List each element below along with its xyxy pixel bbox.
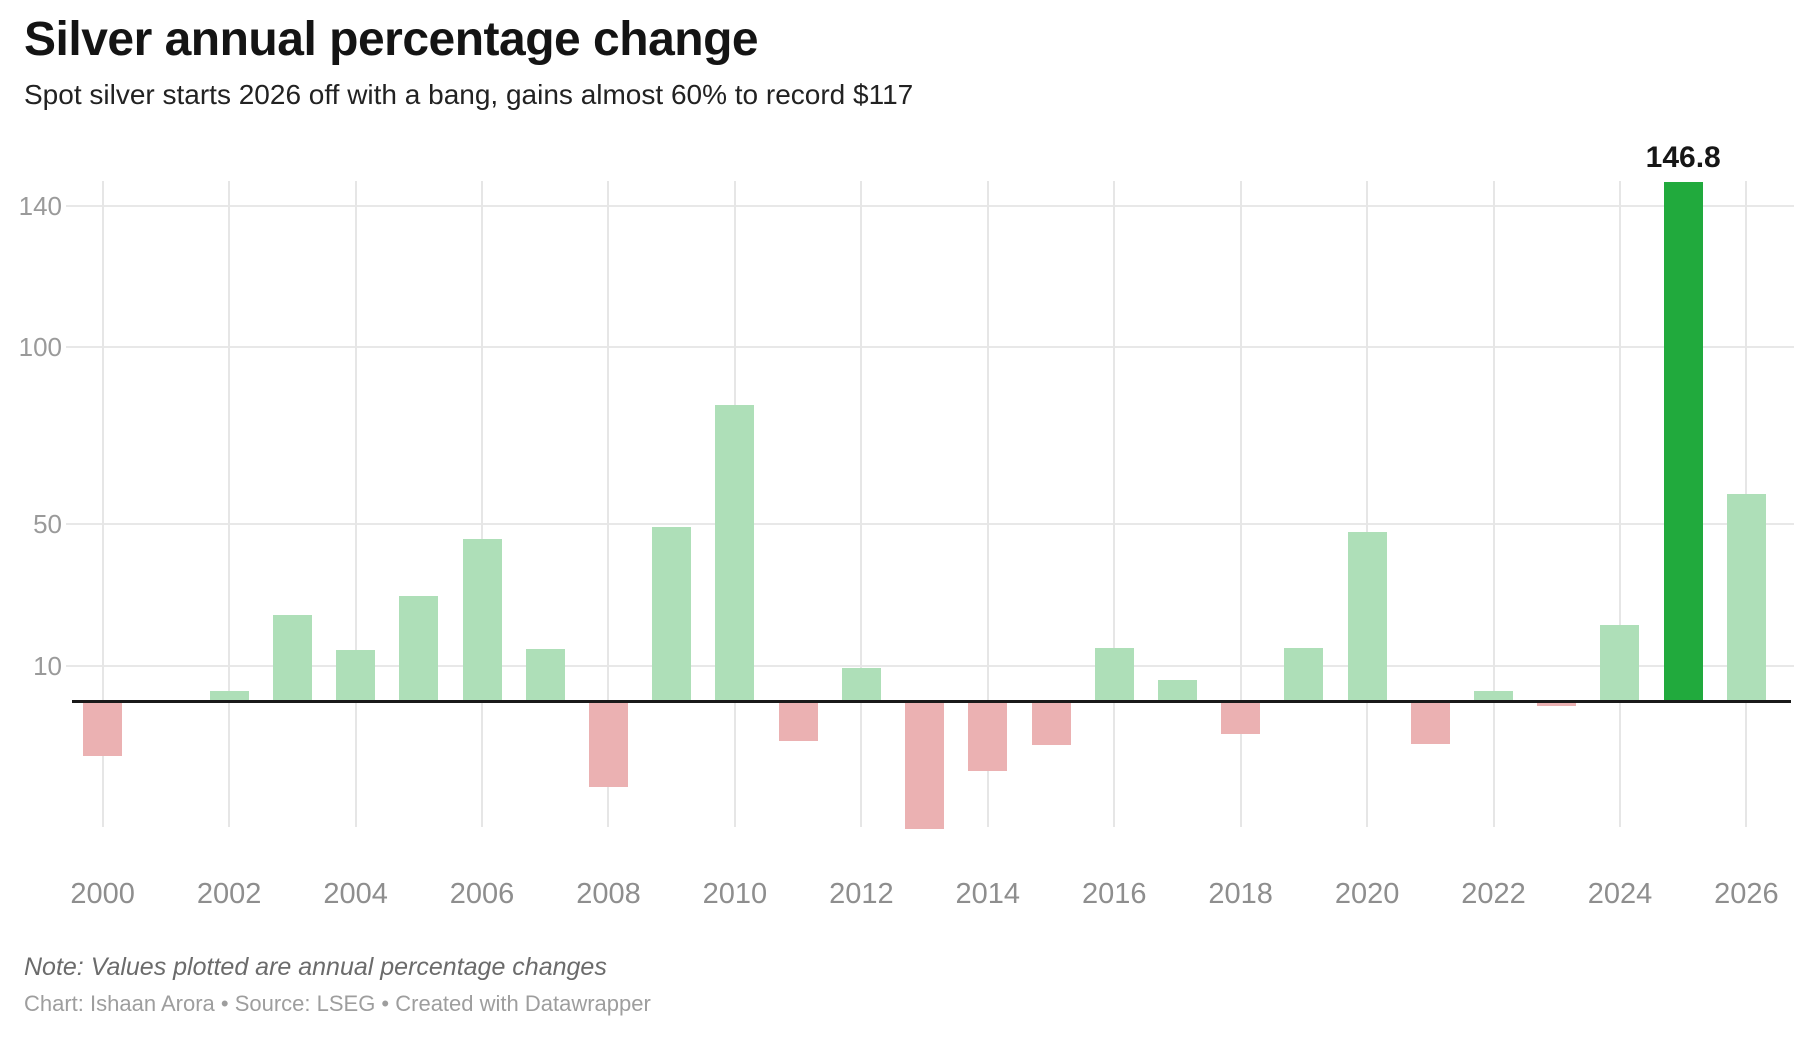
bar-2002[interactable]: [209, 690, 249, 701]
bar-2025[interactable]: [1663, 181, 1703, 701]
bar-2006[interactable]: [462, 539, 502, 701]
bar-2011[interactable]: [778, 702, 818, 741]
x-gridline-2008: [607, 181, 610, 827]
bar-2012[interactable]: [841, 668, 881, 701]
bar-2007[interactable]: [525, 649, 565, 701]
bar-2026[interactable]: [1726, 494, 1766, 701]
x-tick-label-2014: 2014: [955, 878, 1021, 910]
x-tick-label-2006: 2006: [449, 878, 515, 910]
bar-2019[interactable]: [1284, 647, 1324, 701]
bar-2021[interactable]: [1410, 702, 1450, 744]
x-gridline-2024: [1618, 181, 1621, 827]
x-tick-label-2016: 2016: [1081, 878, 1147, 910]
credits-line: Chart: Ishaan Arora • Source: LSEG • Cre…: [24, 991, 651, 1016]
bar-2008[interactable]: [588, 702, 628, 787]
x-tick-label-2018: 2018: [1208, 878, 1273, 910]
bar-2015[interactable]: [1031, 702, 1071, 745]
x-gridline-2004: [354, 181, 357, 827]
x-gridline-2020: [1366, 181, 1369, 827]
x-tick-label-2024: 2024: [1587, 878, 1653, 910]
y-tick-label-50: 50: [33, 509, 62, 540]
chart-subtitle: Spot silver starts 2026 off with a bang,…: [24, 79, 914, 110]
x-gridline-2022: [1492, 181, 1495, 827]
bar-2013[interactable]: [905, 702, 945, 830]
bar-2020[interactable]: [1347, 532, 1387, 701]
bar-2016[interactable]: [1094, 647, 1134, 701]
x-gridline-2000: [101, 181, 104, 827]
x-tick-label-2026: 2026: [1714, 878, 1779, 910]
x-gridline-2014: [986, 181, 989, 827]
bar-2018[interactable]: [1221, 702, 1261, 734]
x-tick-label-2022: 2022: [1461, 878, 1526, 910]
footnote: Note: Values plotted are annual percenta…: [24, 953, 607, 981]
x-gridline-2006: [481, 181, 484, 827]
y-gridline-50: [66, 523, 1794, 526]
x-tick-label-2012: 2012: [829, 878, 894, 910]
x-gridline-2018: [1239, 181, 1242, 827]
y-tick-label-10: 10: [33, 650, 62, 681]
bar-2000[interactable]: [83, 702, 123, 757]
x-gridline-2002: [228, 181, 231, 827]
bar-2024[interactable]: [1600, 624, 1640, 701]
x-tick-label-2020: 2020: [1334, 878, 1400, 910]
bar-2004[interactable]: [336, 650, 376, 701]
x-tick-label-2008: 2008: [576, 878, 641, 910]
bar-2022[interactable]: [1474, 691, 1514, 701]
value-label-2025: 146.8: [1645, 140, 1721, 174]
x-gridline-2016: [1113, 181, 1116, 827]
x-tick-label-2000: 2000: [70, 878, 135, 910]
zero-baseline: [72, 699, 1791, 703]
bar-2014[interactable]: [968, 702, 1008, 772]
y-gridline-140: [66, 204, 1794, 207]
bar-2009[interactable]: [652, 527, 692, 701]
x-tick-label-2002: 2002: [196, 878, 262, 910]
x-tick-label-2004: 2004: [323, 878, 388, 910]
y-gridline-10: [66, 664, 1794, 667]
chart-title: Silver annual percentage change: [24, 13, 759, 66]
bar-2023[interactable]: [1537, 702, 1577, 707]
bar-2017[interactable]: [1157, 680, 1197, 701]
y-tick-label-100: 100: [18, 332, 62, 363]
bar-2005[interactable]: [399, 595, 439, 701]
y-tick-label-140: 140: [18, 190, 62, 221]
x-gridline-2012: [860, 181, 863, 827]
bar-2003[interactable]: [272, 614, 312, 701]
x-tick-label-2010: 2010: [702, 878, 768, 910]
y-gridline-100: [66, 346, 1794, 349]
bar-2010[interactable]: [715, 405, 755, 701]
